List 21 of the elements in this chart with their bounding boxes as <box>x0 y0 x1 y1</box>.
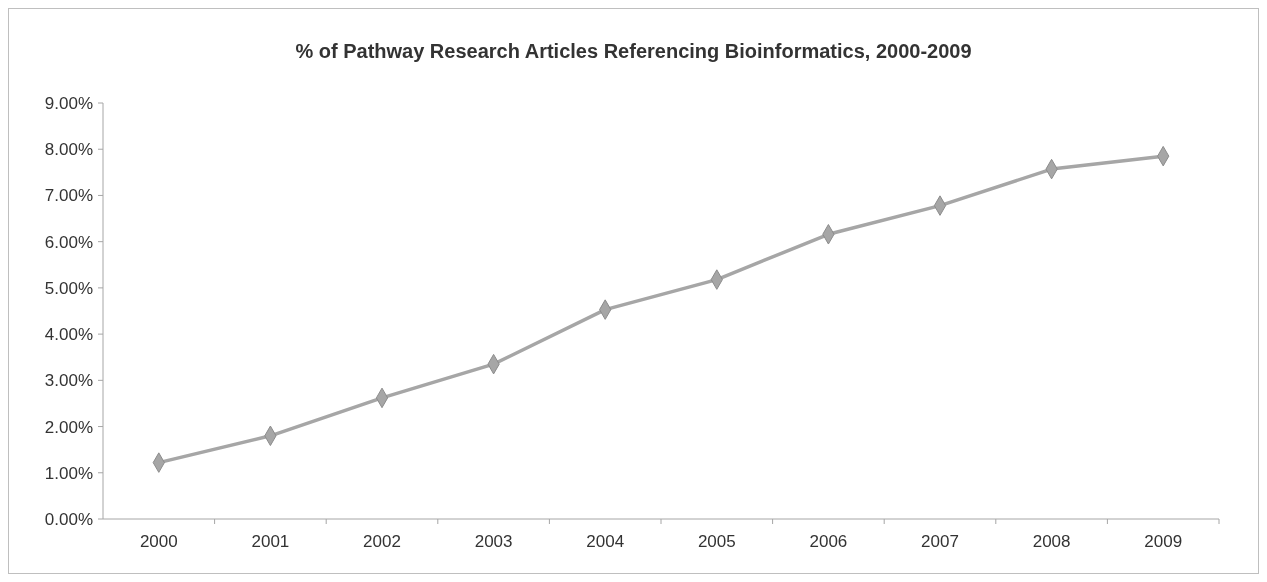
y-tick-label: 9.00% <box>44 93 93 113</box>
x-tick-label: 2002 <box>363 532 401 551</box>
y-tick-label: 0.00% <box>44 509 93 529</box>
y-tick-label: 7.00% <box>44 186 93 206</box>
x-tick-label: 2005 <box>697 532 736 551</box>
x-tick-label: 2003 <box>474 532 513 551</box>
y-tick-label: 1.00% <box>44 463 93 483</box>
x-tick-label: 2000 <box>139 532 178 551</box>
x-tick-label: 2009 <box>1144 532 1183 551</box>
y-tick-label: 5.00% <box>44 278 93 298</box>
y-tick-label: 4.00% <box>44 325 93 345</box>
x-tick-label: 2007 <box>921 532 959 551</box>
y-tick-label: 8.00% <box>44 140 93 160</box>
x-tick-label: 2006 <box>809 532 848 551</box>
y-tick-label: 2.00% <box>44 417 93 437</box>
x-tick-label: 2004 <box>586 532 625 551</box>
x-tick-label: 2008 <box>1032 532 1071 551</box>
chart-title: % of Pathway Research Articles Referencing Bioinformatics, 2000-2009 <box>295 40 972 62</box>
y-tick-label: 6.00% <box>44 232 93 252</box>
x-tick-label: 2001 <box>251 532 290 551</box>
y-tick-label: 3.00% <box>44 371 93 391</box>
